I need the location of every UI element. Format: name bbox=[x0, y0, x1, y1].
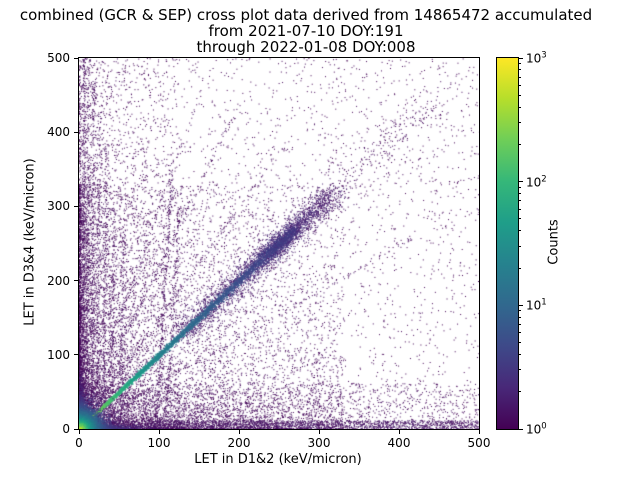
colorbar-tick-label: 103 bbox=[526, 50, 547, 66]
x-tick-label: 300 bbox=[307, 436, 331, 450]
colorbar-gradient bbox=[497, 58, 518, 429]
colorbar-label: Counts bbox=[546, 219, 562, 265]
chart-title-line1: combined (GCR & SEP) cross plot data der… bbox=[19, 6, 593, 24]
y-tick-mark bbox=[74, 57, 78, 59]
x-tick-mark bbox=[78, 430, 80, 434]
colorbar-minor-tick bbox=[519, 267, 521, 269]
colorbar-minor-tick bbox=[519, 186, 521, 188]
colorbar-minor-tick bbox=[519, 193, 521, 195]
colorbar-tick-label: 101 bbox=[526, 297, 547, 313]
y-tick-label: 400 bbox=[47, 125, 70, 140]
scatter-canvas bbox=[79, 58, 479, 429]
y-tick-mark bbox=[74, 280, 78, 282]
x-tick-label: 400 bbox=[387, 436, 411, 450]
y-tick-mark bbox=[74, 131, 78, 133]
chart-title-line2: from 2021-07-10 DOY:191 bbox=[208, 22, 404, 40]
colorbar-tick-label: 102 bbox=[526, 174, 547, 190]
colorbar-minor-tick bbox=[519, 332, 521, 334]
chart-title-line3: through 2022-01-08 DOY:008 bbox=[196, 38, 416, 56]
colorbar-minor-tick bbox=[519, 391, 521, 393]
colorbar-minor-tick bbox=[519, 245, 521, 247]
x-tick-mark bbox=[158, 430, 160, 434]
y-tick-mark bbox=[74, 354, 78, 356]
y-tick-label: 300 bbox=[47, 199, 70, 214]
colorbar-minor-tick bbox=[519, 369, 521, 371]
colorbar-minor-tick bbox=[519, 76, 521, 78]
y-tick-label: 200 bbox=[47, 273, 70, 288]
colorbar-minor-tick bbox=[519, 230, 521, 232]
y-tick-mark bbox=[74, 205, 78, 207]
colorbar-minor-tick bbox=[519, 106, 521, 108]
colorbar-minor-tick bbox=[519, 84, 521, 86]
x-tick-label: 100 bbox=[147, 436, 171, 450]
colorbar-minor-tick bbox=[519, 310, 521, 312]
colorbar-minor-tick bbox=[519, 323, 521, 325]
colorbar: 100 101 102 103 bbox=[496, 51, 547, 437]
plot-area: 0 100 200 300 400 500 0 100 200 300 400 500 bbox=[47, 51, 490, 450]
colorbar-minor-tick bbox=[519, 200, 521, 202]
colorbar-tick-mark bbox=[519, 304, 523, 306]
x-tick-mark bbox=[398, 430, 400, 434]
y-tick-mark bbox=[74, 428, 78, 430]
colorbar-tick-mark bbox=[519, 428, 523, 430]
y-tick-label: 100 bbox=[47, 347, 70, 362]
colorbar-minor-tick bbox=[519, 218, 521, 220]
y-axis-label: LET in D3&4 (keV/micron) bbox=[22, 158, 38, 326]
x-tick-mark bbox=[318, 430, 320, 434]
x-tick-mark bbox=[238, 430, 240, 434]
y-tick-label: 0 bbox=[62, 422, 70, 436]
colorbar-minor-tick bbox=[519, 122, 521, 124]
colorbar-minor-tick bbox=[519, 316, 521, 318]
x-tick-label: 500 bbox=[467, 436, 491, 450]
chart-title: combined (GCR & SEP) cross plot data der… bbox=[0, 7, 612, 55]
x-tick-label: 200 bbox=[227, 436, 251, 450]
colorbar-tick-mark bbox=[519, 57, 523, 59]
colorbar-minor-tick bbox=[519, 208, 521, 210]
x-tick-label: 0 bbox=[75, 436, 83, 450]
colorbar-minor-tick bbox=[519, 143, 521, 145]
colorbar-minor-tick bbox=[519, 69, 521, 71]
colorbar-minor-tick bbox=[519, 342, 521, 344]
colorbar-tick-mark bbox=[519, 181, 523, 183]
x-tick-mark bbox=[478, 430, 480, 434]
colorbar-minor-tick bbox=[519, 94, 521, 96]
colorbar-minor-tick bbox=[519, 354, 521, 356]
colorbar-tick-label: 100 bbox=[526, 421, 547, 437]
x-axis-label: LET in D1&2 (keV/micron) bbox=[194, 452, 362, 467]
y-tick-label: 500 bbox=[47, 51, 70, 65]
colorbar-minor-tick bbox=[519, 63, 521, 65]
